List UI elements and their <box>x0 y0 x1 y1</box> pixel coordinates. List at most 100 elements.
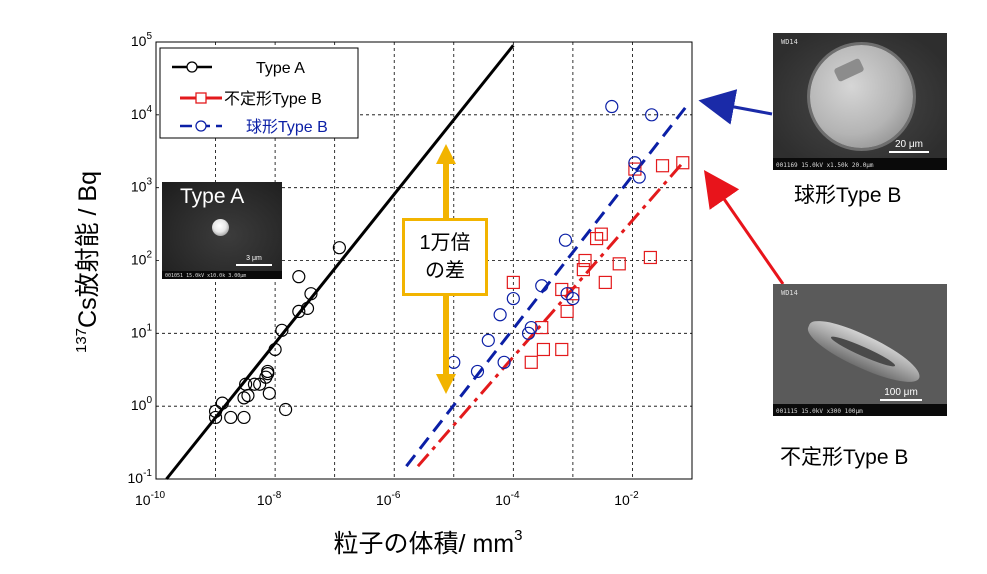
x-axis-label-sup: 3 <box>514 527 522 544</box>
type-a-info-bar: 001051 15.0kV x10.0k 3.00μm <box>162 271 282 279</box>
spherical-caption: 球形Type B <box>794 184 902 207</box>
data-point-series-2 <box>470 364 485 379</box>
legend: Type A 不定形Type B 球形Type B <box>159 47 359 139</box>
irregular-type-b-micrograph: WD14 100 μm 001115 15.0kV x300 100μm <box>773 284 947 416</box>
data-point-series-0 <box>237 410 251 425</box>
fit-line-series-1 <box>416 161 684 468</box>
type-a-scale-bar: 3 μm <box>236 252 272 266</box>
data-point-series-0 <box>261 366 275 381</box>
spherical-particle <box>810 45 913 148</box>
y-tick-label: 104 <box>131 104 153 122</box>
callout-line-1: 1万倍 <box>419 232 471 254</box>
data-point-series-2 <box>497 355 511 369</box>
data-point-series-1 <box>643 250 657 265</box>
data-point-series-1 <box>594 227 608 241</box>
x-tick-label: 10-4 <box>495 490 520 508</box>
legend-label-spherical: 球形Type B <box>246 118 328 136</box>
data-point-series-2 <box>506 291 520 306</box>
data-point-series-1 <box>598 275 612 290</box>
y-tick-label: 102 <box>131 250 153 268</box>
irregular-tag: WD14 <box>781 289 798 297</box>
data-point-series-2 <box>524 320 538 335</box>
type-a-micrograph: Type A 3 μm 001051 15.0kV x10.0k 3.00μm <box>162 182 282 279</box>
data-point-series-0 <box>241 388 255 403</box>
x-tick-label: 10-6 <box>376 490 401 508</box>
x-axis-label-text: 粒子の体積/ mm <box>334 530 515 558</box>
data-point-series-0 <box>332 241 346 255</box>
legend-label-irregular: 不定形Type B <box>224 90 322 108</box>
data-point-series-1 <box>628 162 642 176</box>
y-tick-label: 100 <box>131 395 153 413</box>
data-point-series-1 <box>589 231 604 246</box>
data-point-series-1 <box>536 342 551 357</box>
data-point-series-2 <box>605 99 619 114</box>
irregular-info-bar: 001115 15.0kV x300 100μm <box>773 404 947 416</box>
data-point-series-1 <box>555 342 569 357</box>
callout-line-2: の差 <box>425 260 465 282</box>
data-point-series-2 <box>628 156 642 170</box>
legend-marker-type-a <box>186 61 198 73</box>
type-a-particle <box>212 219 229 236</box>
legend-label-type-a: Type A <box>256 60 305 77</box>
spherical-scale-label: 20 μm <box>895 139 923 150</box>
y-tick-label: 101 <box>131 322 153 340</box>
data-point-series-1 <box>535 320 549 335</box>
y-tick-label: 10-1 <box>128 468 153 486</box>
spherical-info-text: 001169 15.0kV x1.50k 20.0μm <box>776 162 874 169</box>
legend-marker-irregular <box>195 92 207 104</box>
plot-frame <box>155 41 693 480</box>
spherical-info-bar: 001169 15.0kV x1.50k 20.0μm <box>773 158 947 170</box>
spherical-tag: WD14 <box>781 38 798 46</box>
data-point-series-0 <box>275 323 289 337</box>
data-point-series-0 <box>224 410 238 425</box>
y-axis-label-text: Cs放射能 / Bq <box>74 171 102 328</box>
y-tick-label: 103 <box>131 177 153 195</box>
y-tick-label: 105 <box>131 31 153 49</box>
data-point-series-2 <box>493 308 507 322</box>
x-axis-label: 粒子の体積/ mm3 <box>334 527 523 558</box>
data-point-series-2 <box>645 108 659 122</box>
data-point-series-0 <box>278 402 293 417</box>
type-a-info-text: 001051 15.0kV x10.0k 3.00μm <box>165 273 247 279</box>
data-point-series-0 <box>208 404 223 418</box>
data-point-series-1 <box>676 156 690 170</box>
type-a-label: Type A <box>180 185 245 208</box>
data-point-series-0 <box>215 396 229 410</box>
legend-marker-spherical <box>195 120 207 132</box>
data-point-series-0 <box>247 377 262 391</box>
y-axis-label-sup: 137 <box>73 328 90 353</box>
y-axis-label: 137Cs放射能 / Bq <box>73 171 102 353</box>
tick-labels: 10-10 10-8 10-6 10-4 10-2 10-1 100 101 102 103 104… <box>128 31 640 508</box>
data-point-series-1 <box>578 253 592 268</box>
data-point-series-0 <box>292 304 306 319</box>
data-point-series-2 <box>481 333 495 347</box>
data-point-series-2 <box>558 233 573 247</box>
data-point-series-2 <box>566 291 580 306</box>
type-a-scale-label: 3 μm <box>246 255 262 262</box>
data-point-series-1 <box>655 159 670 173</box>
fit-line-series-0 <box>165 44 515 480</box>
data-point-series-1 <box>506 275 520 290</box>
data-point-series-0 <box>253 377 267 391</box>
data-point-series-0 <box>268 342 282 357</box>
difference-callout: 1万倍 の差 <box>402 218 488 296</box>
spherical-scale-bar: 20 μm <box>889 139 929 153</box>
irregular-scale-label: 100 μm <box>884 387 918 398</box>
irregular-info-text: 001115 15.0kV x300 100μm <box>776 408 863 415</box>
arrow-to-irregular <box>703 170 785 285</box>
x-tick-label: 10-10 <box>135 490 165 508</box>
data-point-series-1 <box>524 355 538 369</box>
data-points <box>208 99 690 425</box>
data-point-series-0 <box>304 287 318 301</box>
data-point-series-0 <box>262 386 276 400</box>
data-point-series-1 <box>566 287 580 301</box>
arrow-to-spherical <box>698 89 773 125</box>
data-point-series-0 <box>208 410 223 425</box>
x-tick-label: 10-2 <box>614 490 639 508</box>
data-point-series-1 <box>612 257 626 271</box>
data-point-series-2 <box>535 279 549 293</box>
data-point-series-0 <box>292 270 306 284</box>
irregular-caption: 不定形Type B <box>780 446 909 469</box>
x-tick-label: 10-8 <box>257 490 282 508</box>
spherical-type-b-micrograph: WD14 20 μm 001169 15.0kV x1.50k 20.0μm <box>773 33 947 170</box>
